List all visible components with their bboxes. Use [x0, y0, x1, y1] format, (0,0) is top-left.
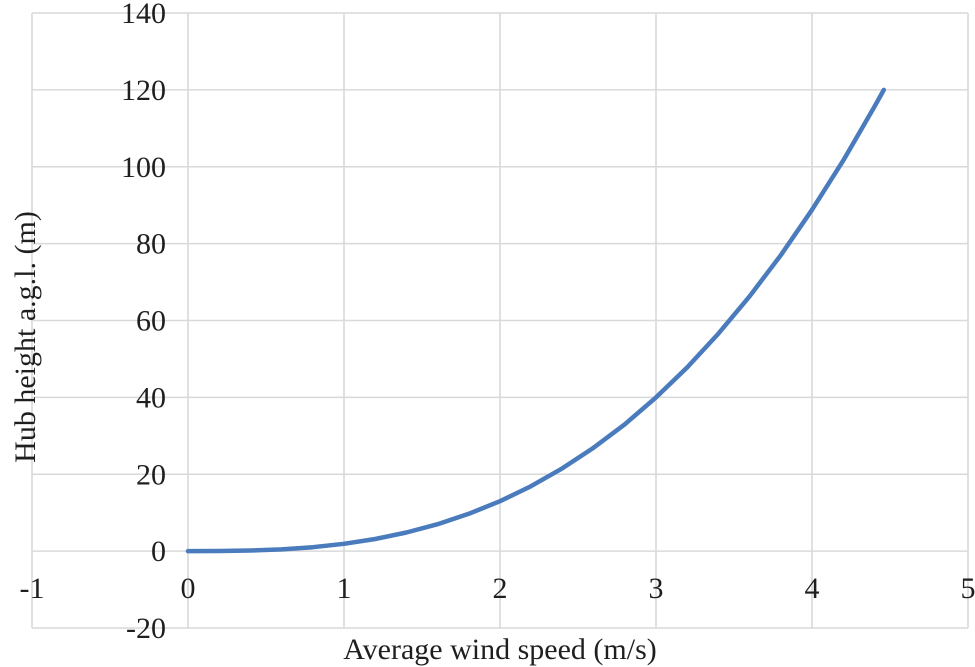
tick-labels-layer: -1 0 1 2 3 4 5 -20 0 20 40 60 80 100 120 140: [20, 0, 975, 645]
y-tick-label: 0: [151, 535, 166, 568]
x-tick-label: 0: [181, 572, 196, 605]
x-tick-label: 2: [493, 572, 508, 605]
x-axis-title: Average wind speed (m/s): [343, 633, 657, 666]
x-tick-label: 1: [337, 572, 352, 605]
grid-layer: [31, 12, 969, 629]
y-tick-label: 20: [136, 458, 166, 491]
hub-height-curve: [185, 87, 887, 554]
y-tick-label: 80: [136, 228, 166, 261]
x-tick-label: 3: [649, 572, 664, 605]
y-tick-label: 120: [121, 74, 166, 107]
x-tick-label: -1: [20, 572, 45, 605]
y-tick-label: -20: [126, 612, 166, 645]
series-layer: [185, 87, 887, 554]
y-tick-label: 60: [136, 305, 166, 338]
x-tick-label: 4: [805, 572, 820, 605]
y-axis-title: Hub height a.g.l. (m): [9, 211, 42, 463]
y-tick-label: 100: [121, 151, 166, 184]
x-tick-label: 5: [961, 572, 975, 605]
y-tick-label: 140: [121, 0, 166, 30]
y-tick-label: 40: [136, 381, 166, 414]
